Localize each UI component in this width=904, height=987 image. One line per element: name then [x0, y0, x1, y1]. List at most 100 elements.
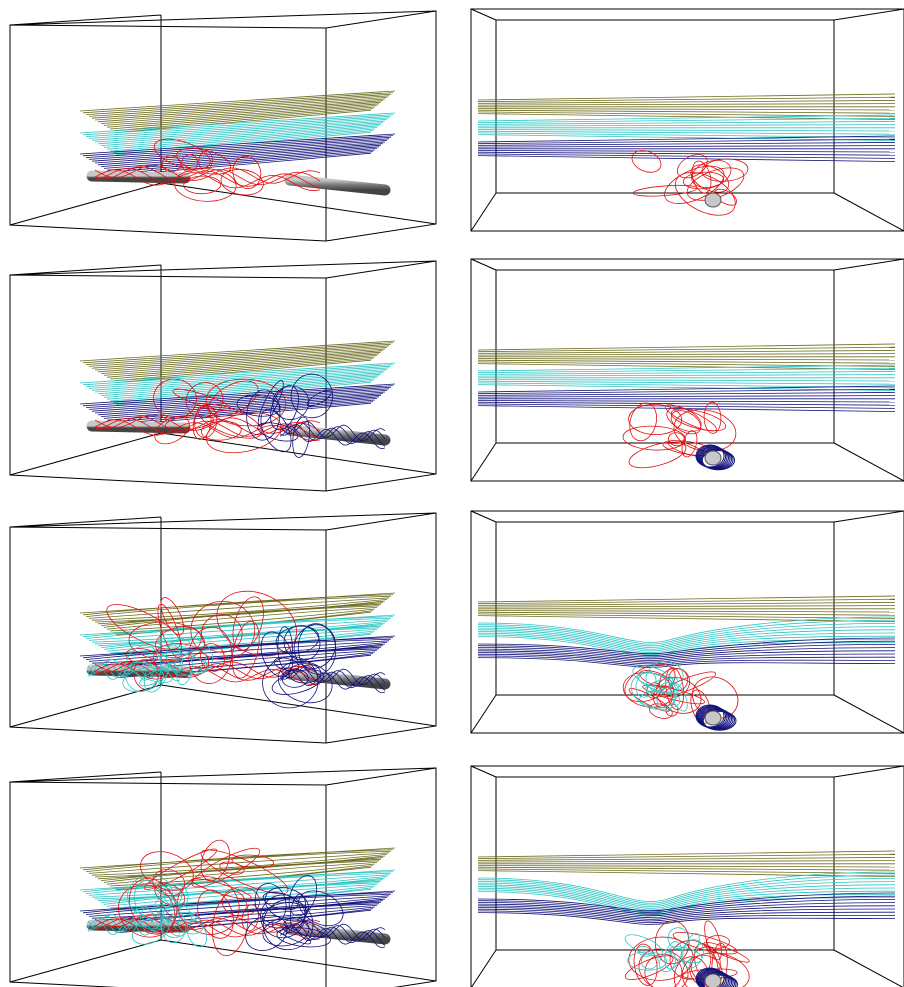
rope-strand — [94, 164, 321, 184]
flux-loop — [257, 380, 284, 427]
flux-tube-end — [704, 973, 722, 987]
flux-loop — [245, 914, 288, 951]
field-line — [477, 884, 896, 909]
field-line — [79, 133, 396, 155]
panel-side-stage-3 — [470, 510, 904, 734]
coil-loop — [697, 969, 728, 987]
field-line — [88, 138, 390, 160]
field-line — [115, 359, 372, 383]
field-line — [91, 897, 388, 919]
coil-loop — [700, 971, 732, 987]
field-line — [100, 144, 382, 167]
coil-loop — [703, 974, 738, 987]
field-line — [109, 106, 376, 130]
flux-loop — [143, 655, 169, 693]
field-line — [100, 625, 382, 648]
field-line — [477, 343, 896, 351]
right-tube-winding — [279, 665, 386, 694]
field-line — [91, 97, 388, 119]
field-line — [477, 887, 896, 913]
flux-loop — [241, 904, 259, 932]
flux-loop — [205, 412, 282, 454]
flux-loop — [665, 703, 679, 717]
flux-loop — [646, 682, 662, 699]
field-line — [477, 124, 896, 127]
flux-loop — [281, 669, 309, 688]
box-edges — [9, 10, 437, 242]
rope-strand — [87, 662, 181, 679]
field-line — [85, 638, 392, 660]
flux-loop — [191, 847, 261, 888]
flux-loop — [681, 939, 704, 969]
flux-loop — [183, 175, 222, 195]
flux-loop — [631, 150, 662, 173]
field-line — [477, 905, 896, 918]
flux-loop — [288, 663, 322, 684]
box-edges — [9, 767, 437, 987]
flux-loop — [154, 416, 190, 445]
field-line — [79, 340, 396, 362]
cyan-layer — [79, 112, 396, 155]
field-line — [477, 632, 896, 653]
flux-loop — [260, 409, 292, 453]
flux-loop — [166, 911, 199, 923]
field-line — [477, 631, 896, 652]
field-line — [103, 375, 380, 398]
field-line — [79, 383, 396, 405]
field-line — [477, 866, 896, 871]
field-line — [477, 388, 896, 395]
red-tangle — [624, 920, 750, 987]
flux-loop — [186, 919, 208, 948]
flux-loop — [271, 669, 324, 695]
field-line — [109, 128, 376, 152]
field-line — [477, 108, 896, 111]
rope-strand — [94, 414, 321, 434]
field-line — [94, 391, 386, 414]
flux-loop — [664, 941, 682, 970]
olive-layer — [79, 847, 396, 890]
field-line — [112, 108, 374, 132]
flux-loop — [628, 688, 671, 712]
red-tangle — [153, 138, 264, 202]
field-line — [100, 373, 382, 396]
flux-loop — [628, 441, 687, 469]
field-line — [106, 148, 378, 171]
cyan-layer — [79, 614, 396, 657]
rope-strand — [87, 919, 181, 937]
field-line — [477, 602, 896, 606]
rope-strand — [279, 424, 386, 447]
field-line — [477, 150, 896, 153]
rope-strand — [94, 417, 321, 439]
flux-loop — [704, 920, 722, 961]
field-line — [91, 140, 388, 162]
field-line — [477, 595, 896, 603]
flux-loop — [714, 188, 738, 206]
rope-strand — [94, 658, 321, 678]
field-line — [109, 863, 376, 887]
field-line — [477, 611, 896, 616]
field-line — [97, 122, 384, 145]
field-line — [477, 129, 896, 132]
field-line — [100, 123, 382, 146]
field-line — [88, 619, 390, 641]
field-line — [112, 358, 374, 382]
field-line — [477, 857, 896, 861]
flux-loop — [629, 402, 658, 442]
flux-loop — [165, 414, 214, 431]
field-line — [109, 149, 376, 173]
flux-loop — [220, 169, 264, 196]
navy-layer — [79, 133, 396, 176]
field-line — [79, 890, 396, 912]
flux-loop — [231, 621, 260, 679]
navy-tangle — [236, 373, 334, 458]
flux-loop — [262, 899, 314, 951]
field-line — [79, 112, 396, 134]
field-line — [79, 847, 396, 869]
flux-loop — [681, 954, 723, 987]
coil-loop — [700, 972, 734, 987]
flux-loop — [174, 168, 237, 202]
navy-layer — [477, 385, 896, 412]
field-line — [103, 125, 380, 148]
field-line — [85, 386, 392, 408]
coil-loop — [701, 973, 735, 987]
